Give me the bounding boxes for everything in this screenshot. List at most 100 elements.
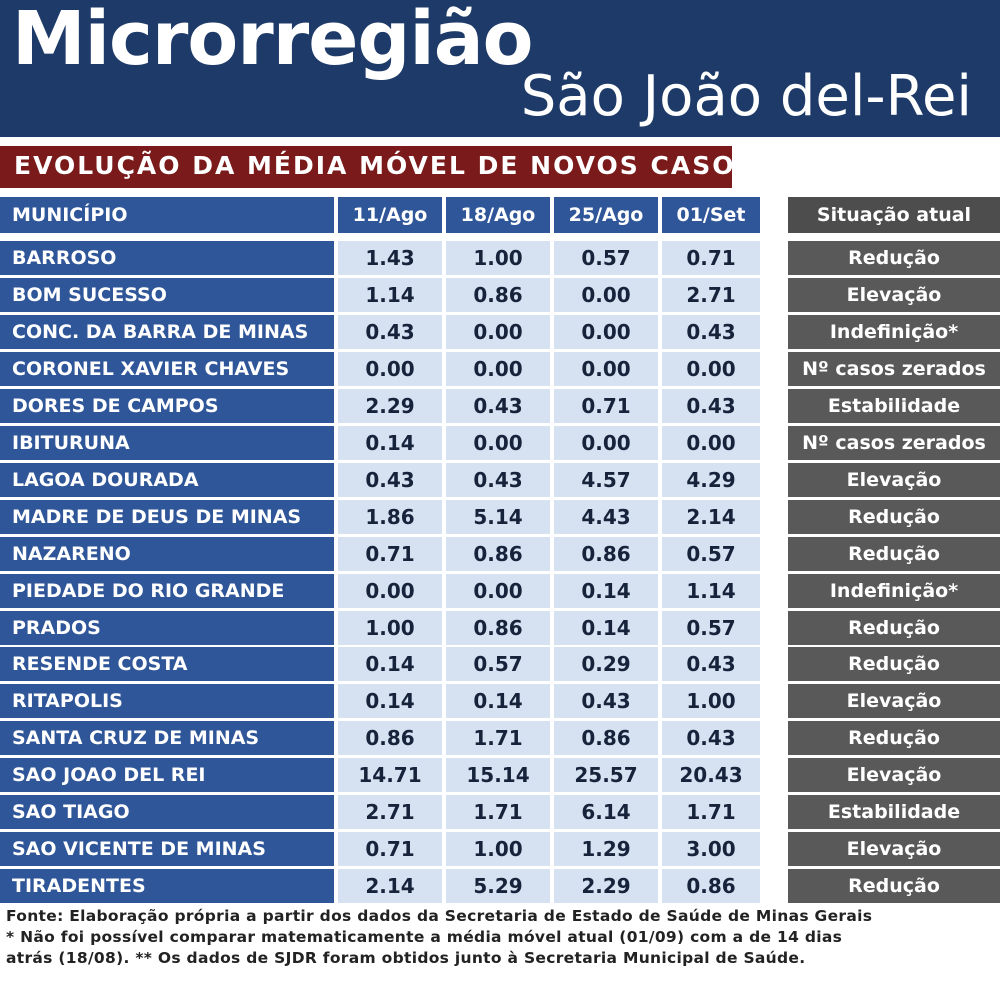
moving-average-value: 0.86 bbox=[446, 537, 550, 571]
status-badge: Indefinição* bbox=[788, 574, 1000, 608]
moving-average-value: 0.00 bbox=[446, 315, 550, 349]
status-badge: Elevação bbox=[788, 832, 1000, 866]
moving-average-value: 4.43 bbox=[554, 500, 658, 534]
moving-average-value: 4.29 bbox=[662, 463, 760, 497]
moving-average-value: 0.71 bbox=[338, 832, 442, 866]
moving-average-value: 2.29 bbox=[554, 869, 658, 903]
moving-average-value: 0.86 bbox=[662, 869, 760, 903]
column-header: 25/Ago bbox=[554, 197, 658, 233]
municipality-name: MADRE DE DEUS DE MINAS bbox=[0, 500, 334, 534]
moving-average-value: 0.71 bbox=[554, 389, 658, 423]
moving-average-value: 0.43 bbox=[662, 647, 760, 681]
moving-average-value: 1.71 bbox=[446, 721, 550, 755]
moving-average-value: 0.86 bbox=[554, 537, 658, 571]
moving-average-value: 0.86 bbox=[338, 721, 442, 755]
municipality-name: RITAPOLIS bbox=[0, 684, 334, 718]
moving-average-value: 1.86 bbox=[338, 500, 442, 534]
moving-average-value: 0.00 bbox=[446, 426, 550, 460]
municipality-name: SANTA CRUZ DE MINAS bbox=[0, 721, 334, 755]
moving-average-value: 0.43 bbox=[338, 463, 442, 497]
moving-average-value: 1.00 bbox=[662, 684, 760, 718]
moving-average-value: 0.86 bbox=[554, 721, 658, 755]
municipality-name: TIRADENTES bbox=[0, 869, 334, 903]
moving-average-value: 0.14 bbox=[338, 426, 442, 460]
moving-average-value: 2.29 bbox=[338, 389, 442, 423]
moving-average-value: 25.57 bbox=[554, 758, 658, 792]
page-subtitle: São João del-Rei bbox=[520, 64, 972, 129]
status-badge: Elevação bbox=[788, 758, 1000, 792]
moving-average-value: 0.00 bbox=[554, 315, 658, 349]
column-header: 11/Ago bbox=[338, 197, 442, 233]
moving-average-value: 3.00 bbox=[662, 832, 760, 866]
moving-average-value: 14.71 bbox=[338, 758, 442, 792]
moving-average-value: 0.57 bbox=[662, 611, 760, 645]
moving-average-value: 0.00 bbox=[554, 352, 658, 386]
moving-average-value: 0.71 bbox=[662, 241, 760, 275]
municipality-name: LAGOA DOURADA bbox=[0, 463, 334, 497]
moving-average-value: 0.14 bbox=[338, 684, 442, 718]
status-badge: Redução bbox=[788, 647, 1000, 681]
municipality-name: NAZARENO bbox=[0, 537, 334, 571]
moving-average-value: 0.29 bbox=[554, 647, 658, 681]
moving-average-value: 20.43 bbox=[662, 758, 760, 792]
status-badge: Redução bbox=[788, 241, 1000, 275]
moving-average-value: 0.43 bbox=[554, 684, 658, 718]
moving-average-value: 1.29 bbox=[554, 832, 658, 866]
status-badge: Redução bbox=[788, 721, 1000, 755]
municipality-name: BARROSO bbox=[0, 241, 334, 275]
status-badge: Elevação bbox=[788, 463, 1000, 497]
moving-average-value: 2.71 bbox=[662, 278, 760, 312]
moving-average-value: 4.57 bbox=[554, 463, 658, 497]
moving-average-value: 0.00 bbox=[554, 426, 658, 460]
status-badge: Estabilidade bbox=[788, 389, 1000, 423]
moving-average-value: 0.43 bbox=[338, 315, 442, 349]
moving-average-value: 0.43 bbox=[662, 389, 760, 423]
municipality-name: DORES DE CAMPOS bbox=[0, 389, 334, 423]
moving-average-value: 5.29 bbox=[446, 869, 550, 903]
column-header: 01/Set bbox=[662, 197, 760, 233]
moving-average-value: 0.43 bbox=[662, 315, 760, 349]
municipality-name: IBITURUNA bbox=[0, 426, 334, 460]
moving-average-value: 1.00 bbox=[446, 832, 550, 866]
moving-average-value: 0.00 bbox=[446, 352, 550, 386]
moving-average-value: 0.43 bbox=[446, 463, 550, 497]
header: Microrregião São João del-Rei bbox=[0, 0, 1000, 137]
moving-average-value: 0.00 bbox=[554, 278, 658, 312]
municipality-name: CORONEL XAVIER CHAVES bbox=[0, 352, 334, 386]
moving-average-value: 1.14 bbox=[662, 574, 760, 608]
status-badge: Redução bbox=[788, 537, 1000, 571]
moving-average-value: 0.00 bbox=[338, 352, 442, 386]
moving-average-value: 0.57 bbox=[554, 241, 658, 275]
footer-note-2: atrás (18/08). ** Os dados de SJDR foram… bbox=[6, 949, 806, 967]
status-badge: Elevação bbox=[788, 684, 1000, 718]
status-badge: Redução bbox=[788, 869, 1000, 903]
moving-average-value: 0.14 bbox=[338, 647, 442, 681]
column-header: Situação atual bbox=[788, 197, 1000, 233]
municipality-name: SAO JOAO DEL REI bbox=[0, 758, 334, 792]
moving-average-value: 6.14 bbox=[554, 795, 658, 829]
moving-average-value: 0.71 bbox=[338, 537, 442, 571]
moving-average-value: 2.71 bbox=[338, 795, 442, 829]
municipality-name: CONC. DA BARRA DE MINAS bbox=[0, 315, 334, 349]
page-title: Microrregião bbox=[12, 0, 533, 82]
column-header: 18/Ago bbox=[446, 197, 550, 233]
moving-average-value: 5.14 bbox=[446, 500, 550, 534]
status-badge: Redução bbox=[788, 500, 1000, 534]
status-badge: Redução bbox=[788, 611, 1000, 645]
moving-average-value: 0.00 bbox=[338, 574, 442, 608]
status-badge: Nº casos zerados bbox=[788, 426, 1000, 460]
moving-average-value: 0.43 bbox=[446, 389, 550, 423]
moving-average-value: 0.00 bbox=[662, 426, 760, 460]
moving-average-value: 2.14 bbox=[662, 500, 760, 534]
moving-average-value: 0.57 bbox=[446, 647, 550, 681]
moving-average-value: 0.43 bbox=[662, 721, 760, 755]
status-badge: Indefinição* bbox=[788, 315, 1000, 349]
footer-notes: Fonte: Elaboração própria a partir dos d… bbox=[6, 906, 996, 969]
municipality-name: BOM SUCESSO bbox=[0, 278, 334, 312]
moving-average-value: 15.14 bbox=[446, 758, 550, 792]
footer-source: Fonte: Elaboração própria a partir dos d… bbox=[6, 907, 873, 925]
moving-average-value: 1.43 bbox=[338, 241, 442, 275]
moving-average-value: 0.14 bbox=[554, 611, 658, 645]
moving-average-value: 1.14 bbox=[338, 278, 442, 312]
municipality-name: SAO VICENTE DE MINAS bbox=[0, 832, 334, 866]
